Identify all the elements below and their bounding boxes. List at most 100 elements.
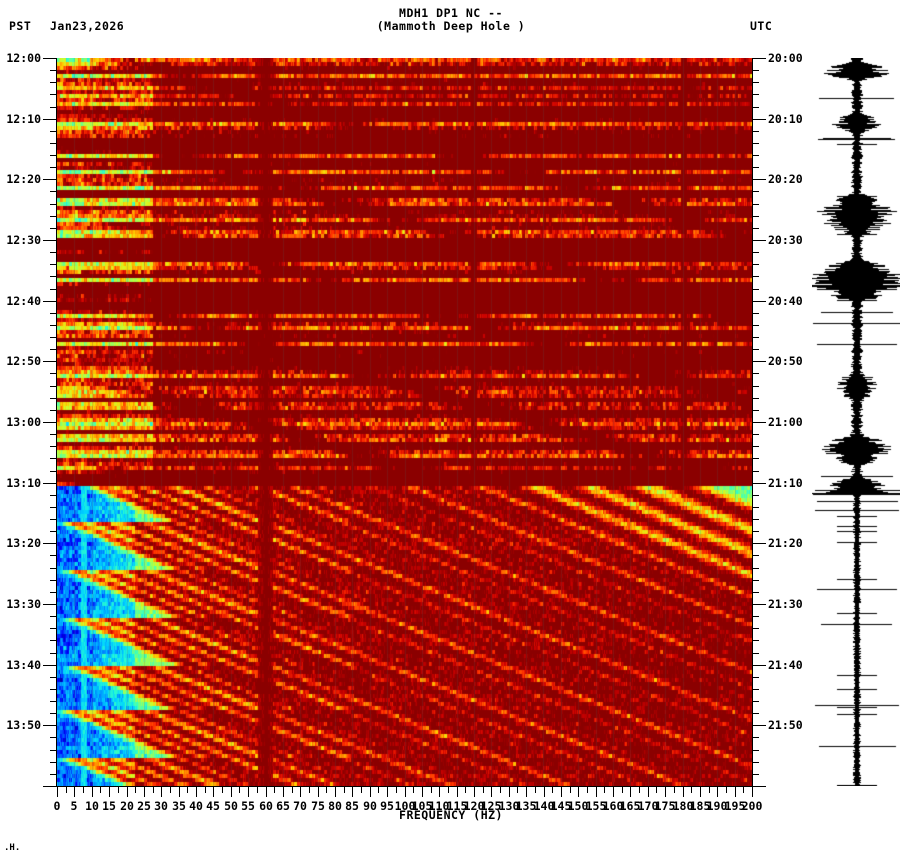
freq-label: 10 (85, 799, 99, 813)
freq-tick-minor (656, 787, 657, 793)
freq-tick-minor (309, 787, 310, 793)
time-tick-minor (50, 568, 57, 569)
time-tick-minor (752, 167, 759, 168)
freq-tick-major (161, 787, 162, 797)
freq-label: 25 (137, 799, 151, 813)
time-tick-minor (50, 640, 57, 641)
freq-label: 135 (515, 799, 537, 813)
footer-glyph: .H. (4, 843, 21, 853)
time-tick-minor (50, 289, 57, 290)
freq-tick-minor (604, 787, 605, 793)
freq-label: 110 (428, 799, 450, 813)
freq-label: 125 (480, 799, 502, 813)
freq-tick-major (457, 787, 458, 797)
time-tick-minor (752, 592, 759, 593)
freq-tick-major (422, 787, 423, 797)
freq-label: 115 (446, 799, 468, 813)
time-tick-minor (50, 216, 57, 217)
time-tick-minor (50, 713, 57, 714)
time-tick-minor (752, 774, 759, 775)
freq-label: 30 (154, 799, 168, 813)
freq-tick-minor (361, 787, 362, 793)
time-label-utc: 21:20 (768, 536, 803, 550)
time-tick-minor (752, 204, 759, 205)
freq-tick-major (387, 787, 388, 797)
freq-tick-major (57, 787, 58, 797)
freq-label: 40 (189, 799, 203, 813)
time-tick-major (752, 725, 766, 726)
freq-tick-minor (743, 787, 744, 793)
time-tick-minor (50, 689, 57, 690)
freq-tick-major (370, 787, 371, 797)
time-tick-minor (752, 677, 759, 678)
time-label-utc: 20:20 (768, 172, 803, 186)
freq-tick-major (318, 787, 319, 797)
page-title: MDH1 DP1 NC -- (399, 6, 503, 20)
time-tick-major (752, 604, 766, 605)
time-axis-left: 12:00 12:10 12:20 12:30 12:40 12:50 13:00 13:10… (0, 51, 57, 787)
freq-tick-major (335, 787, 336, 797)
time-tick-minor (752, 616, 759, 617)
time-tick-minor (50, 653, 57, 654)
freq-tick-major (613, 787, 614, 797)
spectrogram-plot[interactable] (57, 58, 752, 786)
time-label-pst: 12:30 (6, 233, 41, 247)
time-tick-minor (50, 495, 57, 496)
time-tick-minor (752, 762, 759, 763)
freq-label: 55 (241, 799, 255, 813)
time-tick-minor (50, 252, 57, 253)
time-tick-minor (50, 677, 57, 678)
freq-tick-major (752, 787, 753, 797)
freq-tick-major (648, 787, 649, 797)
freq-tick-major (630, 787, 631, 797)
freq-tick-major (266, 787, 267, 797)
time-tick-minor (50, 434, 57, 435)
freq-tick-major (283, 787, 284, 797)
freq-tick-minor (396, 787, 397, 793)
freq-tick-minor (448, 787, 449, 793)
freq-tick-minor (239, 787, 240, 793)
time-tick-minor (50, 373, 57, 374)
freq-tick-major (683, 787, 684, 797)
time-tick-minor (752, 82, 759, 83)
freq-label: 75 (311, 799, 325, 813)
freq-tick-minor (257, 787, 258, 793)
freq-tick-major (439, 787, 440, 797)
time-tick-minor (752, 434, 759, 435)
freq-tick-major (92, 787, 93, 797)
time-tick-minor (50, 555, 57, 556)
time-tick-minor (752, 337, 759, 338)
time-tick-minor (752, 689, 759, 690)
time-label-pst: 13:10 (6, 476, 41, 490)
freq-label: 150 (567, 799, 589, 813)
time-tick-minor (50, 580, 57, 581)
freq-label: 100 (394, 799, 416, 813)
time-tick-minor (752, 228, 759, 229)
time-tick-minor (752, 373, 759, 374)
time-tick-minor (50, 228, 57, 229)
time-tick-minor (752, 555, 759, 556)
freq-label: 50 (224, 799, 238, 813)
freq-label: 45 (206, 799, 220, 813)
time-tick-minor (752, 107, 759, 108)
time-tick-minor (50, 155, 57, 156)
time-tick-minor (50, 386, 57, 387)
freq-tick-minor (552, 787, 553, 793)
freq-tick-minor (344, 787, 345, 793)
time-tick-minor (752, 568, 759, 569)
freq-tick-major (491, 787, 492, 797)
time-tick-minor (752, 495, 759, 496)
time-tick-major (752, 786, 766, 787)
freq-tick-minor (726, 787, 727, 793)
time-tick-minor (752, 640, 759, 641)
freq-label: 70 (293, 799, 307, 813)
time-tick-minor (50, 592, 57, 593)
time-tick-minor (50, 325, 57, 326)
freq-label: 130 (498, 799, 520, 813)
time-tick-minor (50, 167, 57, 168)
time-label-utc: 21:00 (768, 415, 803, 429)
freq-tick-minor (639, 787, 640, 793)
time-label-utc: 20:00 (768, 51, 803, 65)
time-tick-minor (50, 531, 57, 532)
header: PST Jan23,2026 MDH1 DP1 NC -- (Mammoth D… (0, 0, 902, 50)
